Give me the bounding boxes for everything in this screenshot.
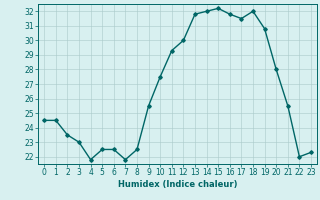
X-axis label: Humidex (Indice chaleur): Humidex (Indice chaleur) xyxy=(118,180,237,189)
